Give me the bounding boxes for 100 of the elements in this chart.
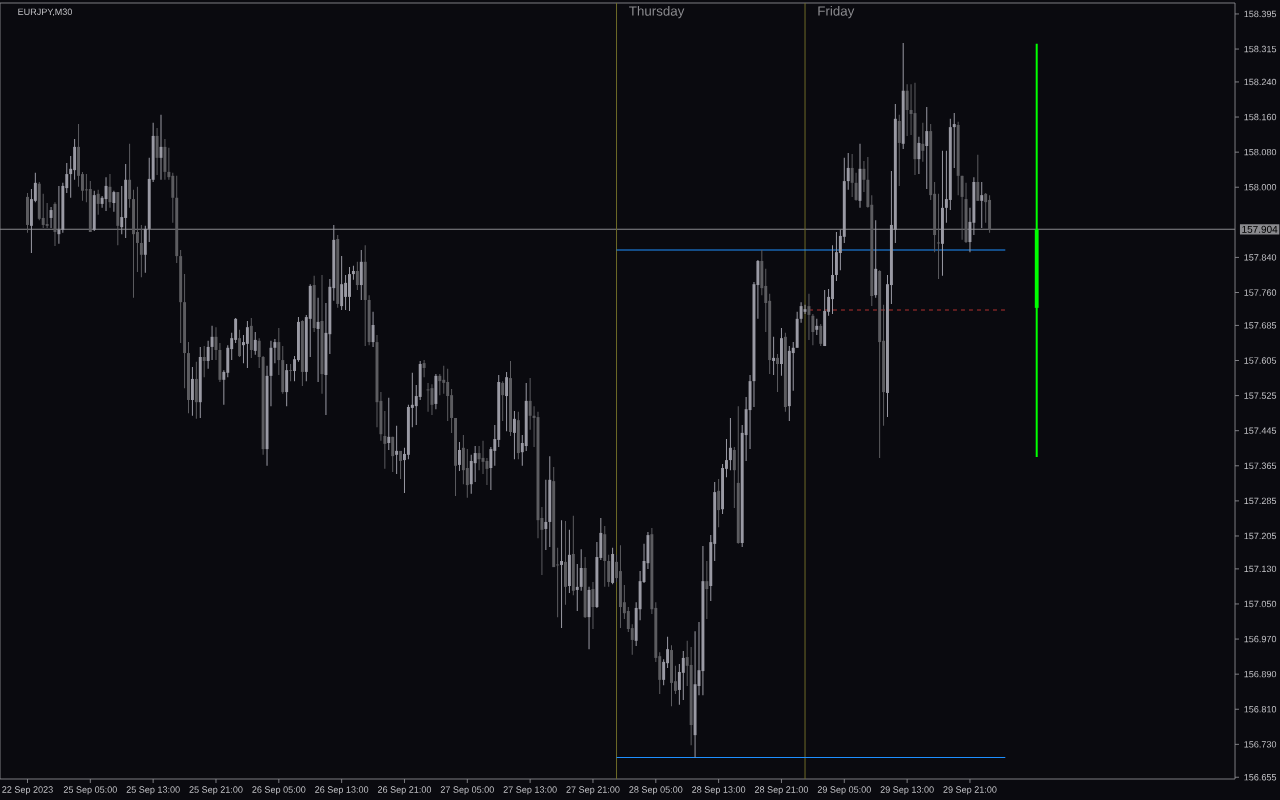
candlestick — [925, 106, 929, 190]
x-tick-label: 26 Sep 13:00 — [315, 786, 369, 795]
x-tick-label: 27 Sep 21:00 — [566, 786, 620, 795]
candlestick — [952, 112, 956, 169]
y-tick-label: 157.840 — [1244, 254, 1277, 261]
candlestick — [426, 382, 431, 413]
y-tick-label: 157.050 — [1244, 600, 1277, 608]
candlestick — [128, 143, 132, 209]
candlestick — [73, 138, 77, 181]
candlestick — [854, 172, 858, 202]
candlestick — [45, 202, 49, 229]
candlestick — [422, 359, 426, 378]
candlestick — [359, 249, 363, 301]
candlestick — [155, 127, 159, 176]
candlestick — [728, 417, 732, 471]
candlestick — [348, 266, 351, 312]
candlestick — [461, 434, 465, 485]
x-tick-label: 26 Sep 05:00 — [252, 786, 306, 795]
candlestick — [316, 297, 320, 383]
candlestick — [477, 445, 481, 471]
annotation: Thursday — [629, 5, 685, 19]
y-tick-label: 157.205 — [1244, 532, 1277, 540]
y-tick-label: 157.685 — [1244, 322, 1277, 329]
candlestick — [194, 361, 198, 420]
x-tick-label: 28 Sep 21:00 — [754, 786, 809, 795]
candlestick — [285, 363, 289, 407]
x-tick-label: 25 Sep 05:00 — [63, 786, 117, 795]
candlestick — [277, 327, 281, 376]
x-tick-label: 29 Sep 05:00 — [817, 786, 871, 795]
candlestick — [446, 368, 450, 422]
y-tick-label: 158.000 — [1244, 184, 1277, 191]
x-tick-label: 29 Sep 13:00 — [880, 786, 934, 795]
candlestick — [681, 650, 685, 701]
y-tick-label: 157.130 — [1244, 565, 1277, 573]
x-tick-label: 22 Sep 2023 — [2, 786, 53, 795]
y-tick-label: 157.605 — [1244, 357, 1277, 364]
candlestick — [430, 383, 434, 416]
y-tick-label: 158.240 — [1244, 78, 1277, 86]
candlestick — [371, 311, 375, 348]
candlestick — [834, 231, 838, 282]
y-tick-label: 156.970 — [1244, 635, 1277, 643]
text: EURJPY,M30 — [18, 8, 73, 17]
candlestick — [976, 154, 980, 202]
candlestick — [819, 323, 823, 347]
candlestick — [391, 436, 395, 473]
y-tick-label: 157.760 — [1244, 289, 1277, 296]
x-tick-label: 28 Sep 05:00 — [629, 786, 683, 795]
candlestick — [846, 152, 850, 191]
x-tick-label: 27 Sep 05:00 — [440, 786, 494, 795]
candlestick — [905, 83, 909, 137]
y-tick-label: 156.655 — [1244, 774, 1277, 781]
candlestick — [210, 325, 214, 361]
candlestick — [387, 397, 391, 451]
candlestick — [936, 193, 941, 280]
candlestick — [96, 189, 100, 216]
candlestick — [135, 186, 139, 273]
candlestick — [980, 181, 984, 229]
y-tick-label: 158.080 — [1244, 148, 1277, 156]
candlestick — [921, 122, 925, 163]
x-tick-label: 28 Sep 13:00 — [692, 786, 746, 795]
x-tick-label: 29 Sep 21:00 — [943, 786, 997, 795]
candlestick — [112, 190, 116, 213]
y-tick-label: 156.810 — [1244, 706, 1277, 713]
candlestick — [344, 274, 348, 311]
candlestick — [139, 224, 143, 278]
annotation: Friday — [818, 5, 855, 19]
candlestick — [917, 136, 921, 175]
candlestick — [202, 345, 206, 378]
candlestick — [399, 450, 403, 480]
candlestick — [501, 380, 505, 422]
y-tick-label: 157.525 — [1244, 392, 1277, 399]
candlestick — [457, 441, 461, 472]
candlestick — [253, 331, 257, 356]
candlestick — [473, 445, 477, 483]
y-tick-label: 158.395 — [1244, 10, 1277, 18]
candlestick — [776, 353, 780, 393]
candlestick — [190, 366, 194, 417]
candlestick — [355, 261, 359, 291]
candlestick — [442, 365, 446, 395]
candlestick — [512, 410, 516, 460]
candlestick — [57, 185, 61, 245]
candlestick — [607, 554, 611, 588]
x-tick-label: 25 Sep 13:00 — [126, 786, 180, 795]
candlestick — [289, 363, 293, 382]
candlestick — [544, 479, 548, 551]
candlestick — [772, 336, 776, 376]
y-tick-label: 158.160 — [1244, 113, 1277, 121]
ref-line-label: 157.904 — [1242, 225, 1278, 233]
candlestick — [49, 206, 53, 229]
y-tick-label: 156.890 — [1244, 670, 1277, 678]
candlestick — [591, 581, 595, 630]
candlestick — [705, 560, 709, 620]
candlestick — [850, 153, 854, 198]
y-tick-label: 158.315 — [1244, 45, 1277, 53]
candlestick — [465, 448, 469, 499]
x-tick-label: 27 Sep 13:00 — [503, 786, 557, 795]
y-tick-label: 157.445 — [1244, 427, 1277, 434]
candlestick — [340, 255, 344, 311]
y-tick-label: 157.365 — [1244, 462, 1277, 469]
candlestick — [897, 114, 901, 187]
